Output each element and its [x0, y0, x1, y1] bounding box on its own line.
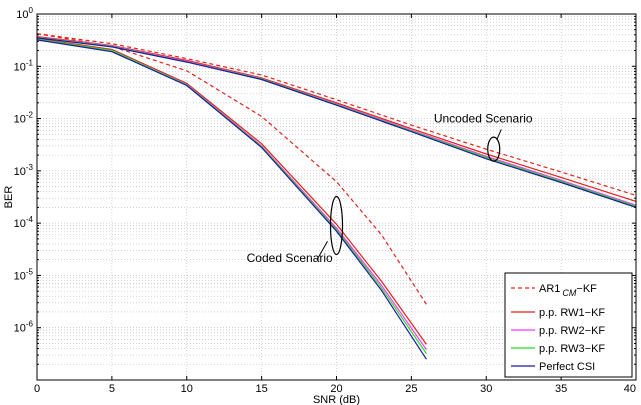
x-tick-label: 30 [480, 383, 492, 395]
x-tick-label: 25 [405, 383, 417, 395]
y-tick-label: 10-3 [14, 163, 34, 178]
grid [36, 14, 637, 381]
uncoded-group-ellipse [487, 136, 501, 162]
y-tick-label: 10-4 [14, 215, 34, 230]
y-tick-label: 10-5 [14, 267, 34, 282]
x-tick-label: 10 [181, 383, 193, 395]
legend-entry: p.p. RW3−KF [539, 343, 605, 355]
y-tick-label: 10-2 [14, 111, 34, 126]
series-line-4-1 [36, 37, 637, 208]
x-tick-label: 40 [624, 383, 636, 395]
legend-entry: p.p. RW1−KF [539, 307, 605, 319]
series-line-4-0 [36, 39, 427, 360]
x-tick-label: 20 [330, 383, 342, 395]
x-axis-label: SNR (dB) [313, 394, 360, 405]
series-line-3-0 [36, 38, 427, 354]
x-tick-label: 35 [555, 383, 567, 395]
legend: AR1 CM−KF p.p. RW1−KF p.p. RW2−KF p.p. RW3−K… [504, 272, 633, 378]
y-tick-label: 10-1 [14, 58, 34, 73]
annotation-pointer [316, 241, 328, 260]
x-tick-label: 0 [34, 383, 40, 395]
series-line-0-1 [36, 33, 637, 196]
y-tick-label: 100 [16, 6, 33, 21]
legend-box [504, 272, 633, 378]
legend-entry: p.p. RW2−KF [539, 325, 605, 337]
uncoded-scenario-label: Uncoded Scenario [434, 111, 533, 125]
x-tick-label: 15 [256, 383, 268, 395]
y-tick-label: 10-6 [14, 320, 34, 335]
y-axis-label: BER [3, 186, 15, 209]
coded-scenario-label: Coded Scenario [247, 251, 333, 265]
tick-layer: 0 5 10 15 20 25 30 35 40 100 10-1 10-2 10-3 10-4 10-5 1… [14, 6, 637, 395]
x-tick-label: 5 [109, 383, 115, 395]
coded-group-ellipse [329, 195, 344, 256]
annotation-pointer [496, 129, 502, 141]
annotation-layer: Uncoded Scenario Coded Scenario [247, 111, 533, 265]
series-line-1-0 [36, 37, 427, 345]
legend-entry: AR1 CM−KF [539, 283, 597, 298]
legend-entry: Perfect CSI [539, 361, 595, 373]
series-layer [36, 33, 637, 360]
